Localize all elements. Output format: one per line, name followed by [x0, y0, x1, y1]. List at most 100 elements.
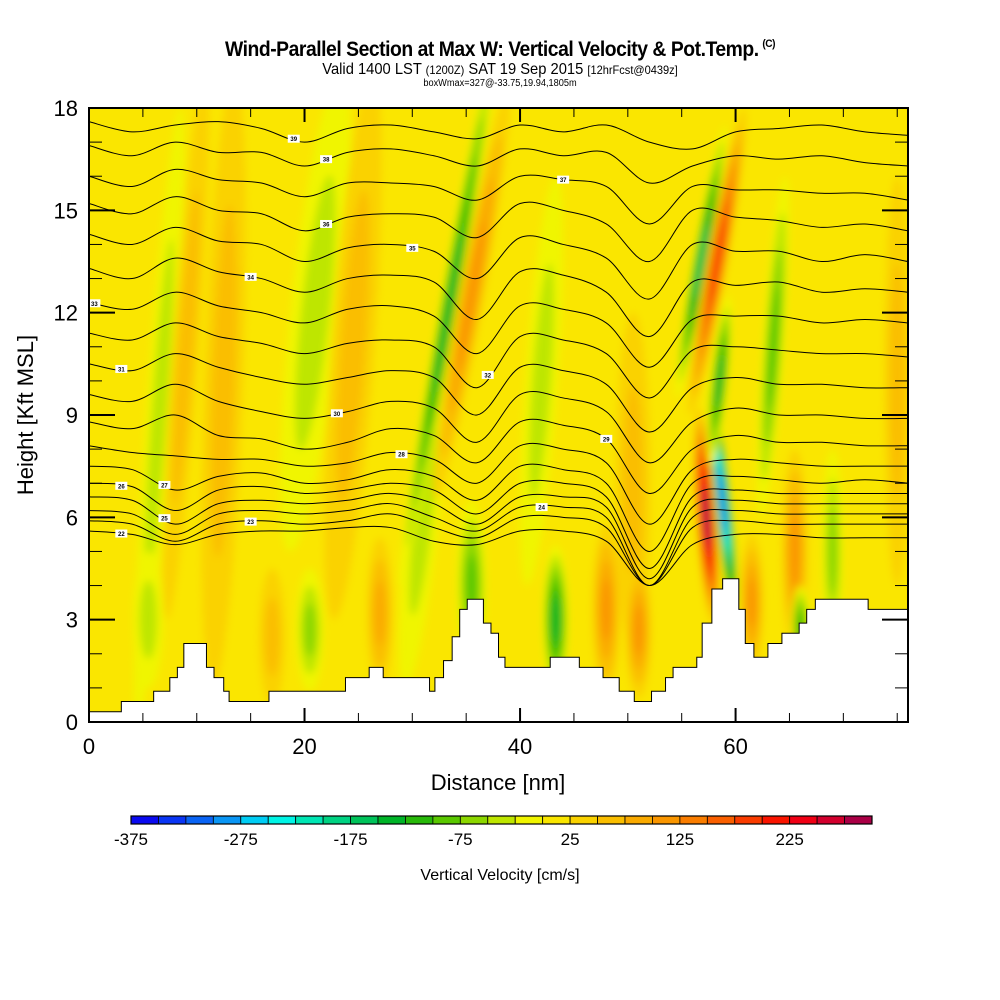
colorbar-tick-label: -275 [224, 830, 258, 849]
contour-label: 24 [538, 506, 545, 512]
colorbar-swatch [185, 815, 214, 825]
contour-label: 31 [118, 367, 125, 373]
contour-line [89, 291, 908, 368]
contour-label-bg [395, 450, 408, 459]
y-axis-title: Height [Kft MSL] [13, 335, 38, 495]
contour-line [89, 479, 908, 570]
colorbar-tick-label: 125 [666, 830, 694, 849]
velocity-cell [457, 221, 486, 370]
title-text: Wind-Parallel Section at Max W: Vertical… [225, 38, 759, 61]
contour-label: 22 [118, 532, 125, 538]
colorbar-swatch [706, 815, 736, 825]
y-tick-label: 3 [66, 608, 78, 633]
contour-label: 37 [560, 178, 567, 184]
chart-title: Wind-Parallel Section at Max W: Vertical… [40, 38, 960, 62]
contour-line [89, 257, 908, 338]
contour-line [89, 383, 908, 464]
x-tick-label: 0 [83, 734, 95, 759]
colorbar-swatch [377, 815, 406, 825]
contour-label: 25 [161, 517, 168, 523]
velocity-cell [715, 356, 724, 406]
velocity-cell [264, 597, 280, 676]
velocity-cell [790, 514, 800, 589]
velocity-cell [139, 580, 157, 659]
contour-line [89, 226, 908, 300]
contour-label: 26 [118, 484, 125, 490]
velocity-cell [295, 175, 336, 450]
colorbar-swatch [816, 815, 845, 825]
velocity-cell [747, 577, 757, 628]
velocity-cell [551, 597, 560, 642]
contour-label-bg [557, 175, 570, 184]
velocity-cell [144, 238, 174, 592]
velocity-cell [336, 189, 370, 504]
colorbar-tick-label: -75 [448, 830, 473, 849]
contour-line [89, 121, 908, 150]
colorbar-swatch [405, 815, 434, 825]
contour-label-bg [320, 219, 333, 228]
velocity-cell [633, 605, 644, 655]
colorbar-frame [130, 815, 873, 825]
contour-line [89, 168, 908, 225]
contour-line [89, 196, 908, 263]
contour-label: 23 [247, 520, 254, 526]
x-tick-label: 20 [292, 734, 316, 759]
velocity-cell [709, 219, 726, 304]
y-tick-label: 15 [54, 198, 78, 223]
contour-line [89, 525, 908, 587]
contour-label: 30 [334, 412, 341, 418]
colorbar-swatch [597, 815, 626, 825]
contour-label-bg [244, 517, 257, 526]
theta-contours: 39 38 37 36 35 34 33 32 31 30 29 28 27 26 25 24 23 22 [89, 121, 908, 587]
contour-label: 36 [323, 222, 330, 228]
colorbar-swatch [569, 815, 598, 825]
contour-line [89, 141, 908, 184]
velocity-cell [172, 189, 200, 504]
velocity-cell [529, 263, 555, 499]
y-tick-label: 0 [66, 710, 78, 735]
contour-label-bg [115, 481, 128, 490]
velocity-cell [703, 492, 710, 543]
contour-label-bg [89, 299, 101, 308]
contour-label-bg [287, 134, 300, 143]
contour-label-bg [158, 480, 171, 489]
colorbar-swatch [734, 815, 763, 825]
contour-label: 32 [484, 373, 491, 379]
contour-label-bg [481, 370, 494, 379]
contour-label: 35 [409, 246, 416, 252]
colorbar-swatch [624, 815, 653, 825]
box-wmax-info: boxWmax=327@-33.75,19.94,1805m [423, 78, 577, 89]
contour-line [89, 503, 908, 587]
colorbar-swatch [350, 815, 379, 825]
colorbar-swatch [652, 815, 681, 825]
valid-date: SAT 19 Sep 2015 [468, 61, 584, 78]
colorbar-swatch [322, 815, 351, 825]
contour-line [89, 513, 908, 587]
colorbar-tick-label: 25 [561, 830, 580, 849]
contour-label: 34 [247, 275, 254, 281]
velocity-cell [827, 507, 838, 596]
x-axis-title: Distance [nm] [431, 770, 566, 795]
colorbar-swatch [212, 815, 242, 825]
colorbar-title: Vertical Velocity [cm/s] [420, 867, 579, 884]
colorbar-swatch [542, 815, 571, 825]
contour-line [89, 463, 908, 552]
contour-label-bg [115, 364, 128, 373]
x-tick-label: 40 [508, 734, 532, 759]
contour-label: 33 [91, 302, 98, 308]
contour-label-bg [330, 409, 343, 418]
colorbar-swatch [432, 815, 461, 825]
contour-label: 29 [603, 437, 610, 443]
velocity-cell [303, 603, 316, 657]
colorbar-tick-label: -375 [114, 830, 148, 849]
colorbar-swatch [789, 815, 818, 825]
contour-label-bg [158, 514, 171, 523]
forecast-info: [12hrFcst@0439z] [587, 63, 678, 77]
colorbar-swatch [514, 815, 544, 825]
contour-label: 39 [290, 137, 297, 143]
contour-line [89, 492, 908, 580]
velocity-cell [719, 474, 726, 526]
copyright-mark: (C) [762, 38, 775, 50]
